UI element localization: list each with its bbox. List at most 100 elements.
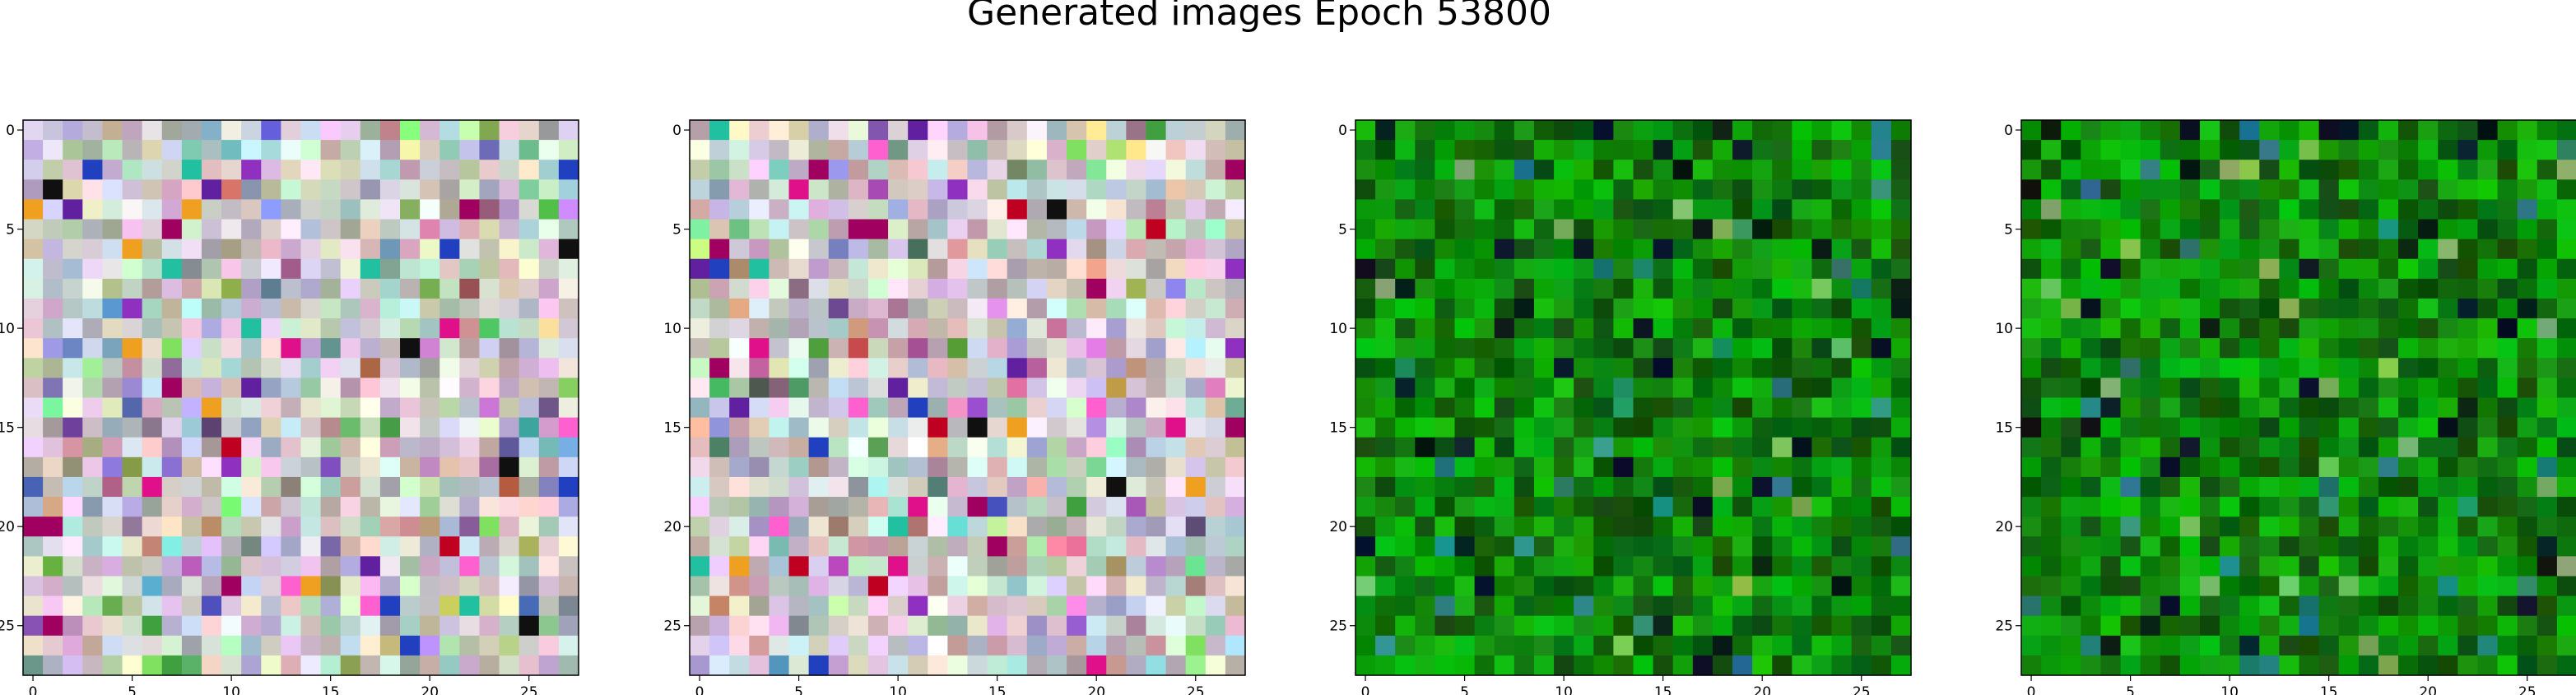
pixel-cell — [360, 258, 381, 280]
pixel-cell — [2418, 140, 2439, 160]
pixel-cell — [2100, 417, 2122, 438]
pixel-cell — [928, 615, 948, 637]
pixel-cell — [1067, 595, 1087, 617]
pixel-cell — [181, 456, 202, 478]
pixel-cell — [43, 595, 63, 617]
pixel-cell — [2358, 417, 2379, 438]
pixel-cell — [1633, 239, 1654, 260]
pixel-cell — [2140, 536, 2161, 557]
y-tick-label: 10 — [1329, 321, 1347, 337]
pixel-cell — [1811, 556, 1833, 577]
pixel-cell — [1772, 378, 1793, 399]
pixel-cell — [1633, 120, 1654, 141]
pixel-cell — [1890, 120, 1912, 141]
pixel-cell — [1792, 517, 1813, 537]
pixel-cell — [967, 476, 988, 498]
pixel-cell — [1146, 278, 1167, 299]
pixel-cell — [1165, 417, 1187, 438]
x-tick-label: 10 — [889, 684, 907, 695]
pixel-cell — [518, 160, 540, 180]
pixel-cell — [1106, 298, 1127, 319]
pixel-cell — [1454, 576, 1476, 597]
pixel-cell — [928, 655, 948, 676]
pixel-cell — [518, 595, 540, 617]
pixel-cell — [1474, 476, 1495, 498]
pixel-cell — [1355, 278, 1376, 299]
pixel-cell — [867, 437, 889, 458]
pixel-cell — [2556, 338, 2576, 359]
pixel-cell — [1067, 576, 1087, 597]
pixel-cell — [2120, 219, 2141, 240]
pixel-cell — [82, 536, 104, 557]
pixel-cell — [690, 358, 710, 378]
pixel-cell — [1205, 258, 1226, 280]
pixel-cell — [2160, 219, 2181, 240]
pixel-cell — [1533, 358, 1555, 378]
pixel-cell — [690, 417, 710, 438]
pixel-cell — [1851, 456, 1872, 478]
pixel-cell — [2259, 199, 2280, 220]
pixel-cell — [2100, 437, 2122, 458]
pixel-cell — [1494, 160, 1515, 180]
pixel-cell — [908, 536, 928, 557]
pixel-cell — [161, 635, 183, 656]
pixel-cell — [1593, 476, 1614, 498]
pixel-cell — [2536, 497, 2558, 517]
pixel-cell — [1225, 120, 1246, 141]
pixel-cell — [1772, 140, 1793, 160]
pixel-cell — [499, 219, 520, 240]
pixel-cell — [221, 536, 242, 557]
pixel-cell — [518, 476, 540, 498]
pixel-cell — [1225, 239, 1246, 260]
pixel-cell — [340, 278, 361, 299]
pixel-cell — [2517, 595, 2538, 617]
pixel-cell — [908, 615, 928, 637]
pixel-cell — [1831, 358, 1853, 378]
pixel-cell — [1831, 556, 1853, 577]
pixel-cell — [2338, 378, 2360, 399]
pixel-cell — [888, 378, 909, 399]
pixel-cell — [2398, 318, 2419, 339]
pixel-cell — [1554, 219, 1574, 240]
pixel-cell — [769, 556, 790, 577]
pixel-cell — [281, 556, 302, 577]
pixel-cell — [828, 358, 849, 378]
pixel-cell — [1086, 239, 1107, 260]
pixel-cell — [558, 476, 579, 498]
pixel-cell — [769, 655, 790, 676]
pixel-cell — [142, 318, 163, 339]
pixel-cell — [1811, 595, 1833, 617]
pixel-cell — [2179, 437, 2201, 458]
pixel-cell — [161, 318, 183, 339]
pixel-cell — [2398, 378, 2419, 399]
pixel-cell — [1533, 417, 1555, 438]
pixel-cell — [538, 476, 560, 498]
pixel-cell — [538, 556, 560, 577]
pixel-cell — [808, 476, 830, 498]
pixel-cell — [1046, 536, 1067, 557]
pixel-cell — [1831, 298, 1853, 319]
pixel-cell — [459, 456, 481, 478]
pixel-cell — [43, 635, 63, 656]
pixel-cell — [2318, 219, 2340, 240]
pixel-cell — [1613, 497, 1634, 517]
pixel-cell — [142, 160, 163, 180]
pixel-cell — [1067, 338, 1087, 359]
pixel-cell — [261, 219, 281, 240]
pixel-cell — [23, 655, 44, 676]
pixel-cell — [2160, 318, 2181, 339]
pixel-cell — [1474, 338, 1495, 359]
pixel-cell — [1593, 517, 1614, 537]
pixel-cell — [729, 595, 750, 617]
pixel-cell — [2338, 358, 2360, 378]
pixel-cell — [1593, 338, 1614, 359]
pixel-cell — [1554, 239, 1574, 260]
pixel-cell — [360, 576, 381, 597]
pixel-cell — [690, 576, 710, 597]
pixel-cell — [2140, 378, 2161, 399]
pixel-cell — [1185, 576, 1207, 597]
pixel-cell — [1375, 536, 1396, 557]
pixel-cell — [2081, 576, 2102, 597]
pixel-cell — [2358, 437, 2379, 458]
pixel-cell — [142, 120, 163, 141]
